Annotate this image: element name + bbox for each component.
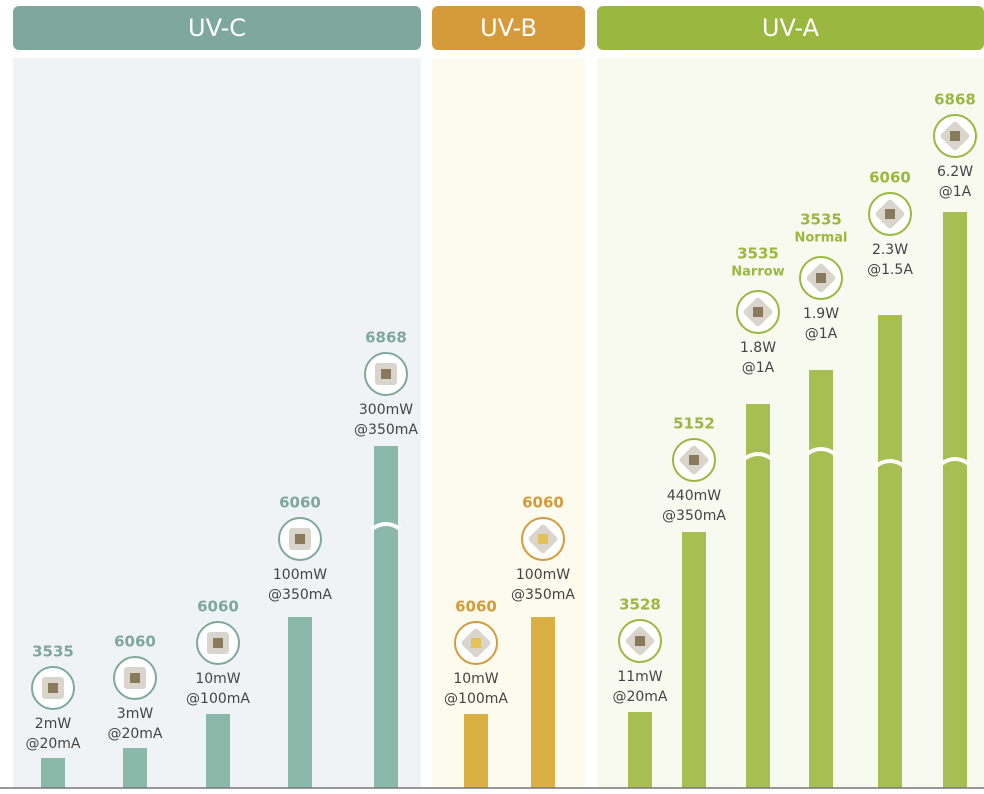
bar [206,714,230,788]
current: @100mA [186,691,250,707]
power: 300mW [359,402,413,418]
package: 6060 [197,598,239,616]
led-icon-chip [689,455,699,465]
current: @100mA [444,691,508,707]
power: 2mW [35,716,72,732]
package: 3535 [737,245,779,263]
led-icon-chip [471,638,481,648]
power: 10mW [195,671,240,687]
package: 6060 [522,494,564,512]
package: 5152 [673,415,715,433]
package: 6868 [934,91,976,109]
led-icon-chip [635,636,645,646]
power: 3mW [117,706,154,722]
bar [288,617,312,788]
package: 6060 [114,633,156,651]
power: 440mW [667,488,721,504]
led-icon-chip [950,131,960,141]
bar [809,370,833,788]
led-icon-chip [538,534,548,544]
current: @1.5A [867,262,913,278]
bar [41,758,65,788]
package: 6060 [869,169,911,187]
power: 2.3W [872,242,908,258]
bar [374,446,398,788]
variant: Normal [795,231,848,246]
bar [531,617,555,788]
package: 6868 [365,329,407,347]
variant: Narrow [731,265,784,280]
led-icon-chip [381,369,391,379]
bar [746,404,770,788]
lineup-diagram: UV-C 2mW @20mA 3535 3mW @20mA 6060 10mW @100mA 60… [0,0,984,790]
bar [123,748,147,788]
current: @1A [742,360,775,376]
led-icon-chip [213,638,223,648]
power: 1.9W [803,306,839,322]
power: 100mW [273,567,327,583]
led-icon-chip [130,673,140,683]
package: 3535 [32,643,74,661]
package: 6060 [279,494,321,512]
led-icon-chip [295,534,305,544]
power: 6.2W [937,164,973,180]
bar [628,712,652,788]
bar [943,212,967,788]
current: @350mA [268,587,332,603]
led-icon-chip [816,273,826,283]
group-title: UV-B [480,14,537,42]
current: @350mA [662,508,726,524]
power: 10mW [453,671,498,687]
bar [464,714,488,788]
led-icon-chip [885,209,895,219]
power: 11mW [617,669,662,685]
package: 3535 [800,211,842,229]
current: @1A [939,184,972,200]
bar [878,315,902,788]
bar [682,532,706,788]
led-icon-chip [753,307,763,317]
group-title: UV-A [762,14,820,42]
current: @1A [805,326,838,342]
group-title: UV-C [188,14,246,42]
current: @350mA [354,422,418,438]
current: @20mA [612,689,667,705]
current: @20mA [107,726,162,742]
package: 6060 [455,598,497,616]
power: 1.8W [740,340,776,356]
package: 3528 [619,596,661,614]
current: @20mA [25,736,80,752]
current: @350mA [511,587,575,603]
power: 100mW [516,567,570,583]
led-icon-chip [48,683,58,693]
